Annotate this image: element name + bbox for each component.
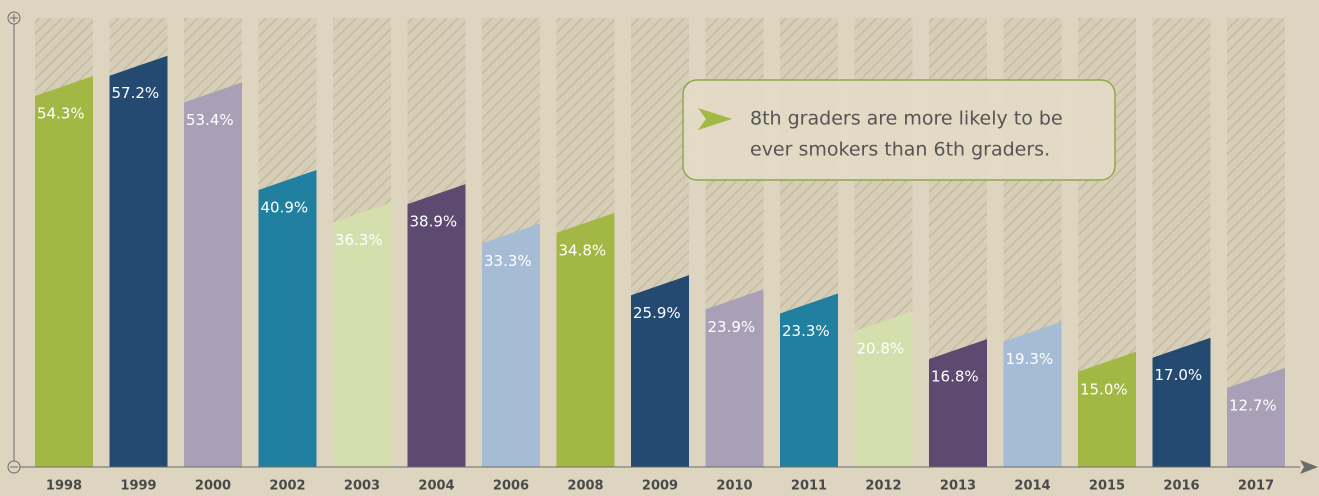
value-label: 20.8%: [857, 340, 905, 358]
bar: [556, 212, 615, 467]
bar: [1078, 351, 1136, 467]
value-label: 17.0%: [1155, 366, 1203, 384]
value-label: 23.3%: [782, 322, 830, 340]
value-label: 23.9%: [708, 318, 756, 336]
x-tick-label: 2010: [716, 479, 752, 494]
x-tick-label: 2015: [1089, 479, 1125, 494]
x-tick-label: 2002: [269, 479, 305, 494]
plus-sign: [10, 14, 18, 22]
value-label: 38.9%: [410, 213, 458, 231]
bar: [631, 275, 689, 467]
bar: [1003, 321, 1062, 467]
x-tick-label: 2000: [195, 479, 231, 494]
bar: [407, 184, 466, 467]
x-tick-label: 2011: [791, 479, 827, 494]
plus-icon: [7, 11, 21, 25]
bar: [35, 76, 93, 467]
x-tick-label: 2016: [1163, 479, 1199, 494]
x-tick-label: 2009: [642, 479, 678, 494]
x-tick-label: 1998: [46, 479, 82, 494]
value-label: 34.8%: [559, 241, 607, 259]
x-tick-label: 2012: [865, 479, 901, 494]
value-label: 54.3%: [37, 105, 85, 123]
value-label: 16.8%: [931, 368, 979, 386]
x-tick-label: 2006: [493, 479, 529, 494]
annotation-line: 8th graders are more likely to be: [750, 108, 1063, 130]
value-label: 53.4%: [186, 111, 234, 129]
bar: [109, 55, 168, 468]
value-label: 36.3%: [335, 231, 383, 249]
x-tick-label: 2013: [940, 479, 976, 494]
x-axis-arrow: [1300, 460, 1318, 474]
x-tick-label: 1999: [120, 479, 156, 494]
bar: [333, 202, 391, 467]
bar: [482, 223, 540, 467]
value-label: 57.2%: [112, 84, 160, 102]
bars: 54.3% 1998 57.2% 1999 53.4% 2000 40.9% 2002 36.3…: [35, 55, 1285, 494]
bar: [705, 289, 764, 467]
callout-box: [682, 79, 1116, 181]
bar: [1152, 337, 1211, 467]
value-label: 25.9%: [633, 304, 681, 322]
value-label: 33.3%: [484, 252, 532, 270]
bar: [184, 82, 242, 467]
callout-pointer: [698, 108, 732, 130]
annotation-line: ever smokers than 6th graders.: [750, 139, 1050, 161]
value-label: 40.9%: [261, 199, 309, 217]
bar: [258, 170, 317, 467]
x-tick-label: 2003: [344, 479, 380, 494]
value-label: 12.7%: [1229, 396, 1277, 414]
value-label: 15.0%: [1080, 380, 1128, 398]
x-tick-label: 2008: [567, 479, 603, 494]
x-tick-label: 2004: [418, 479, 454, 494]
value-label: 19.3%: [1006, 350, 1054, 368]
callout: 8th graders are more likely to be ever s…: [682, 79, 1116, 181]
x-tick-label: 2017: [1238, 479, 1274, 494]
bar: [854, 311, 913, 467]
bar: [929, 339, 987, 467]
bar: [780, 293, 838, 467]
x-tick-label: 2014: [1014, 479, 1050, 494]
bar: [1227, 367, 1285, 467]
